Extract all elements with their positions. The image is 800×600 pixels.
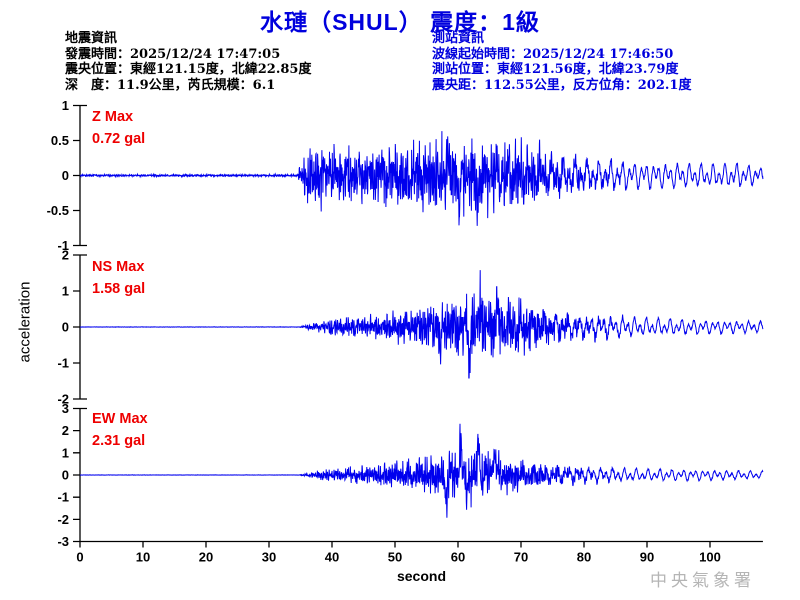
y-tick-label: 1 (62, 445, 69, 460)
station-info-heading: 測站資訊 (432, 31, 485, 46)
x-tick-label: 40 (325, 550, 339, 565)
x-tick-label: 60 (451, 550, 465, 565)
ew-max-value: 2.31 gal (92, 433, 146, 449)
ew-waveform-trace (79, 423, 764, 518)
wave-start-time-line: 波線起始時間：2025/12/24 17:46:50 (432, 46, 674, 62)
y-tick-label: -1 (57, 356, 69, 371)
y-tick-label: -1 (57, 238, 69, 253)
origin-time-line: 發震時間：2025/12/24 17:47:05 (65, 46, 281, 62)
x-tick-label: 70 (514, 550, 528, 565)
epicentral-distance-line: 震央距：112.55公里，反方位角：202.1度 (432, 77, 692, 93)
y-tick-label: 1 (62, 284, 69, 299)
y-tick-label: 0 (62, 168, 69, 183)
z-max-label: Z Max 0.72 gal (92, 106, 145, 150)
ew-max-title: EW Max (92, 411, 148, 427)
depth-magnitude-line: 深 度：11.9公里，芮氏規模：6.1 (65, 77, 276, 93)
y-tick-label: 0 (62, 468, 69, 483)
ns-max-title: NS Max (92, 259, 145, 275)
z-waveform-trace (79, 131, 764, 226)
y-tick-label: -2 (57, 512, 69, 527)
earthquake-info-heading: 地震資訊 (65, 31, 118, 46)
x-axis (79, 540, 763, 548)
y-tick-label: 2 (62, 248, 69, 263)
station-location-line: 測站位置：東經121.56度，北緯23.79度 (432, 62, 679, 77)
earthquake-info-block: 地震資訊 發震時間：2025/12/24 17:47:05 震央位置：東經121… (65, 31, 311, 93)
z-max-title: Z Max (92, 109, 134, 125)
y-tick-label: 2 (62, 423, 69, 438)
x-tick-label: 30 (262, 550, 276, 565)
z-max-value: 0.72 gal (92, 131, 146, 147)
y-tick-label: -2 (57, 392, 69, 407)
x-tick-label: 80 (577, 550, 591, 565)
ns-max-label: NS Max 1.58 gal (92, 256, 145, 300)
ns-waveform-trace (80, 270, 764, 379)
x-axis-label: second (396, 568, 446, 584)
ew-max-label: EW Max 2.31 gal (92, 408, 148, 452)
station-info-block: 測站資訊 波線起始時間：2025/12/24 17:46:50 測站位置：東經1… (432, 31, 691, 93)
y-tick-label: 1 (62, 98, 69, 113)
x-tick-label: 50 (388, 550, 402, 565)
x-tick-label: 90 (640, 550, 654, 565)
y-tick-label: -1 (57, 490, 69, 505)
x-tick-label: 20 (199, 550, 213, 565)
y-tick-label: 3 (62, 401, 69, 416)
agency-watermark: 中央氣象署 (650, 571, 755, 591)
y-tick-label: -0.5 (47, 203, 69, 218)
y-tick-label: -3 (57, 534, 69, 549)
x-tick-label: 10 (136, 550, 150, 565)
x-tick-label: 0 (76, 550, 83, 565)
x-tick-label: 100 (699, 550, 721, 565)
y-tick-label: 0.5 (51, 133, 69, 148)
epicenter-location-line: 震央位置：東經121.15度，北緯22.85度 (65, 62, 312, 77)
page-title: 水璉（SHUL） 震度：1級 (260, 9, 540, 35)
ns-max-value: 1.58 gal (92, 281, 146, 297)
y-tick-label: 0 (62, 320, 69, 335)
